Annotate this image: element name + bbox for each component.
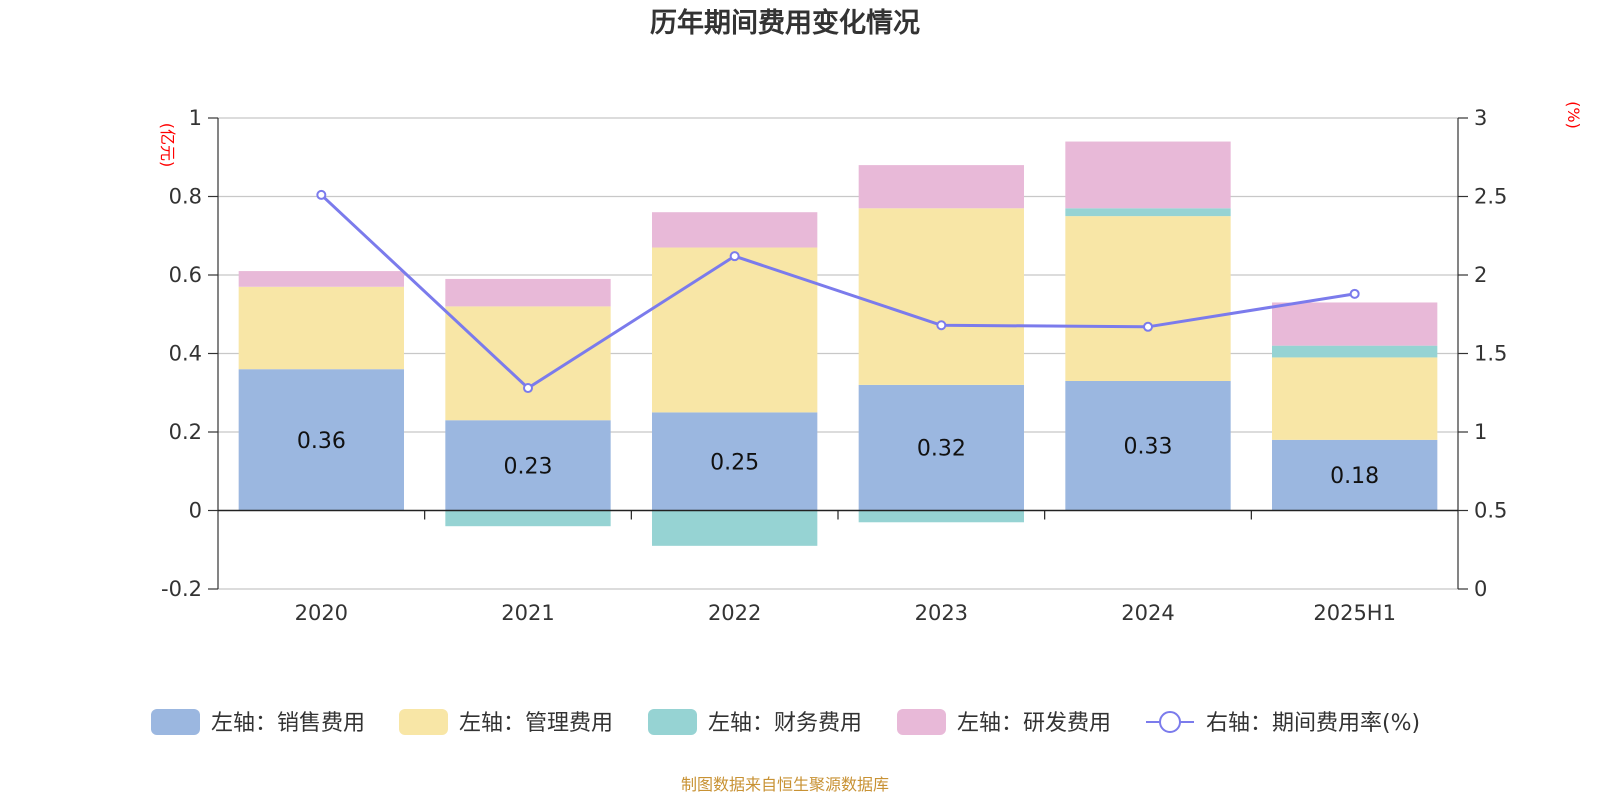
bar-value-label: 0.33 <box>1124 435 1173 460</box>
left-tick-label: 0.2 <box>169 420 202 444</box>
left-tick-label: 0.4 <box>169 342 202 366</box>
bar-labels: 0.36 0.23 0.25 0.32 0.33 0.18 <box>297 429 1379 489</box>
bar-value-label: 0.32 <box>917 437 966 462</box>
bar-segment <box>1065 208 1231 217</box>
bar-segment <box>445 420 611 511</box>
bar-segment <box>238 369 404 511</box>
right-tick-label: 2 <box>1474 263 1487 287</box>
legend-label: 右轴：期间费用率(%) <box>1206 711 1420 736</box>
legend: 左轴：销售费用 左轴：管理费用 左轴：财务费用 左轴：研发费用 右轴：期间费用率(%) <box>151 709 1420 736</box>
bar-value-label: 0.18 <box>1330 464 1379 489</box>
x-tick-label: 2022 <box>708 601 761 625</box>
axis-lines <box>217 118 1459 589</box>
bar-series <box>238 141 1438 546</box>
x-tick-label: 2025H1 <box>1313 601 1396 625</box>
right-axis-unit: (%) <box>1564 101 1583 129</box>
right-tick-label: 0.5 <box>1474 499 1507 523</box>
right-axis: 3 2.5 2 1.5 1 0.5 0 <box>1458 106 1507 601</box>
rate-line <box>320 193 1355 390</box>
right-tick-label: 2.5 <box>1474 185 1507 209</box>
bar-segment <box>652 510 818 546</box>
bar-segment <box>1272 357 1438 440</box>
bar-segment <box>858 165 1024 209</box>
bar-segment <box>858 384 1024 511</box>
legend-label: 左轴：财务费用 <box>708 711 862 736</box>
rate-point <box>1349 288 1360 299</box>
left-axis: 1 0.8 0.6 0.4 0.2 0 -0.2 <box>161 106 218 601</box>
right-tick-label: 1 <box>1474 420 1487 444</box>
bar-segment <box>445 306 611 421</box>
bar-segment <box>858 510 1024 523</box>
rate-point <box>523 383 533 394</box>
legend-swatch <box>648 709 697 735</box>
x-tick-label: 2023 <box>915 601 968 625</box>
legend-label: 左轴：管理费用 <box>459 711 613 736</box>
gridlines <box>218 117 1458 590</box>
line-series <box>316 189 1360 394</box>
legend-marker <box>1159 711 1181 733</box>
right-tick-label: 1.5 <box>1474 342 1507 366</box>
bar-segment <box>1272 345 1438 358</box>
chart-title: 历年期间费用变化情况 <box>650 7 920 39</box>
bar-segment <box>1065 141 1231 209</box>
bar-segment <box>858 208 1024 385</box>
legend-swatch <box>151 709 200 735</box>
right-tick-label: 0 <box>1474 577 1487 601</box>
x-axis-labels: 2020 2021 2022 2023 2024 2025H1 <box>295 601 1396 625</box>
bar-segment <box>1272 439 1438 511</box>
x-tick-label: 2024 <box>1121 601 1174 625</box>
bar-segment <box>238 271 404 287</box>
rate-point <box>1143 321 1153 332</box>
bar-value-label: 0.36 <box>297 429 346 454</box>
source-note: 制图数据来自恒生聚源数据库 <box>681 775 889 794</box>
bar-segment <box>1272 302 1438 346</box>
legend-swatch <box>897 709 946 735</box>
bar-segment <box>652 247 818 413</box>
right-tick-label: 3 <box>1474 106 1487 130</box>
left-axis-unit: (亿元) <box>158 123 177 168</box>
bar-segment <box>1065 380 1231 511</box>
bar-segment <box>445 278 611 307</box>
legend-swatch <box>399 709 448 735</box>
legend-label: 左轴：销售费用 <box>211 711 365 736</box>
rate-point <box>316 189 327 200</box>
left-tick-label: -0.2 <box>161 577 202 601</box>
bar-segment <box>238 286 404 370</box>
legend-label: 左轴：研发费用 <box>957 711 1111 736</box>
x-tick-label: 2020 <box>295 601 348 625</box>
bar-value-label: 0.25 <box>710 450 759 475</box>
bar-segment <box>652 212 818 248</box>
left-tick-label: 1 <box>189 106 202 130</box>
bar-value-label: 0.23 <box>504 454 553 479</box>
left-tick-label: 0.6 <box>169 263 202 287</box>
left-tick-label: 0.8 <box>169 185 202 209</box>
bar-segment <box>1065 216 1231 381</box>
bar-segment <box>652 412 818 511</box>
rate-point <box>729 251 740 262</box>
rate-point <box>936 320 947 331</box>
x-tick-label: 2021 <box>501 601 554 625</box>
left-tick-label: 0 <box>189 499 202 523</box>
bar-segment <box>445 510 611 527</box>
